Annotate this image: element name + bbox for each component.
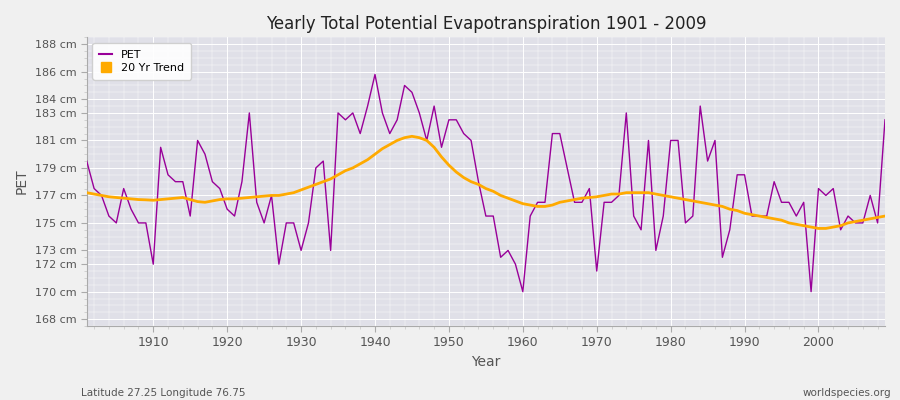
Legend: PET, 20 Yr Trend: PET, 20 Yr Trend bbox=[93, 43, 191, 80]
Title: Yearly Total Potential Evapotranspiration 1901 - 2009: Yearly Total Potential Evapotranspiratio… bbox=[266, 15, 706, 33]
Text: Latitude 27.25 Longitude 76.75: Latitude 27.25 Longitude 76.75 bbox=[81, 388, 246, 398]
Text: worldspecies.org: worldspecies.org bbox=[803, 388, 891, 398]
X-axis label: Year: Year bbox=[472, 355, 500, 369]
Y-axis label: PET: PET bbox=[15, 169, 29, 194]
